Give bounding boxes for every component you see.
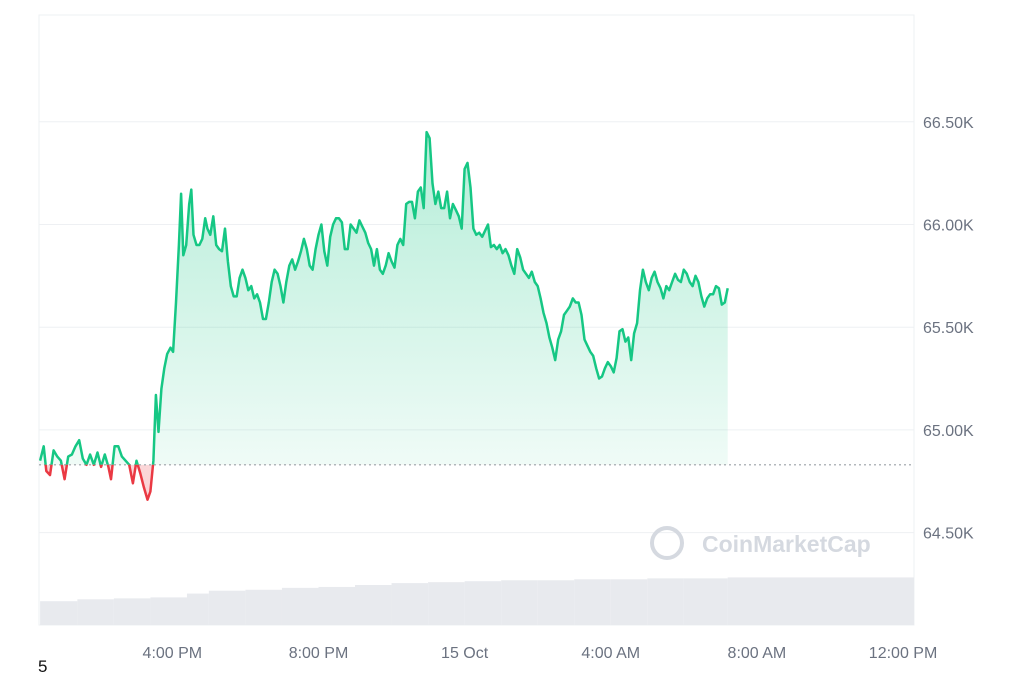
volume-bar xyxy=(727,577,914,625)
volume-bar xyxy=(208,590,246,625)
y-tick-label: 65.00K xyxy=(923,423,974,440)
volume-bar xyxy=(245,589,282,625)
x-tick-label: 8:00 PM xyxy=(289,645,349,662)
y-axis: 64.50K 65.00K 65.50K 66.00K 66.50K xyxy=(923,115,974,543)
volume-bar xyxy=(150,597,187,625)
volume-bars xyxy=(40,577,914,625)
y-tick-label: 64.50K xyxy=(923,526,974,543)
volume-bar xyxy=(113,598,151,625)
volume-bar xyxy=(647,578,684,625)
volume-bar xyxy=(318,586,356,625)
x-tick-label: 8:00 AM xyxy=(728,645,787,662)
x-axis: 4:00 PM 8:00 PM 15 Oct 4:00 AM 8:00 AM 12:00 … xyxy=(143,645,938,662)
y-tick-label: 66.50K xyxy=(923,115,974,132)
corner-label: 5 xyxy=(38,657,48,676)
watermark-text: CoinMarketCap xyxy=(702,531,871,557)
y-tick-label: 66.00K xyxy=(923,217,974,234)
volume-bar xyxy=(355,585,392,625)
volume-bar xyxy=(186,593,209,625)
volume-bar xyxy=(610,579,648,625)
watermark: CoinMarketCap xyxy=(650,526,871,560)
volume-bar xyxy=(574,579,611,625)
coinmarketcap-logo-icon xyxy=(650,526,684,560)
volume-bar xyxy=(683,578,728,625)
volume-bar xyxy=(501,580,538,625)
x-tick-label: 12:00 PM xyxy=(869,645,937,662)
volume-bar xyxy=(464,581,502,625)
x-tick-label: 4:00 PM xyxy=(143,645,203,662)
y-tick-label: 65.50K xyxy=(923,320,974,337)
volume-bar xyxy=(40,601,78,625)
price-area-up xyxy=(40,132,728,465)
x-tick-label: 15 Oct xyxy=(441,645,489,662)
volume-bar xyxy=(281,587,319,625)
volume-bar xyxy=(391,583,429,625)
x-tick-label: 4:00 AM xyxy=(581,645,640,662)
volume-bar xyxy=(537,580,575,625)
price-line-up xyxy=(39,130,729,465)
volume-bar xyxy=(77,599,114,625)
volume-bar xyxy=(428,582,465,625)
